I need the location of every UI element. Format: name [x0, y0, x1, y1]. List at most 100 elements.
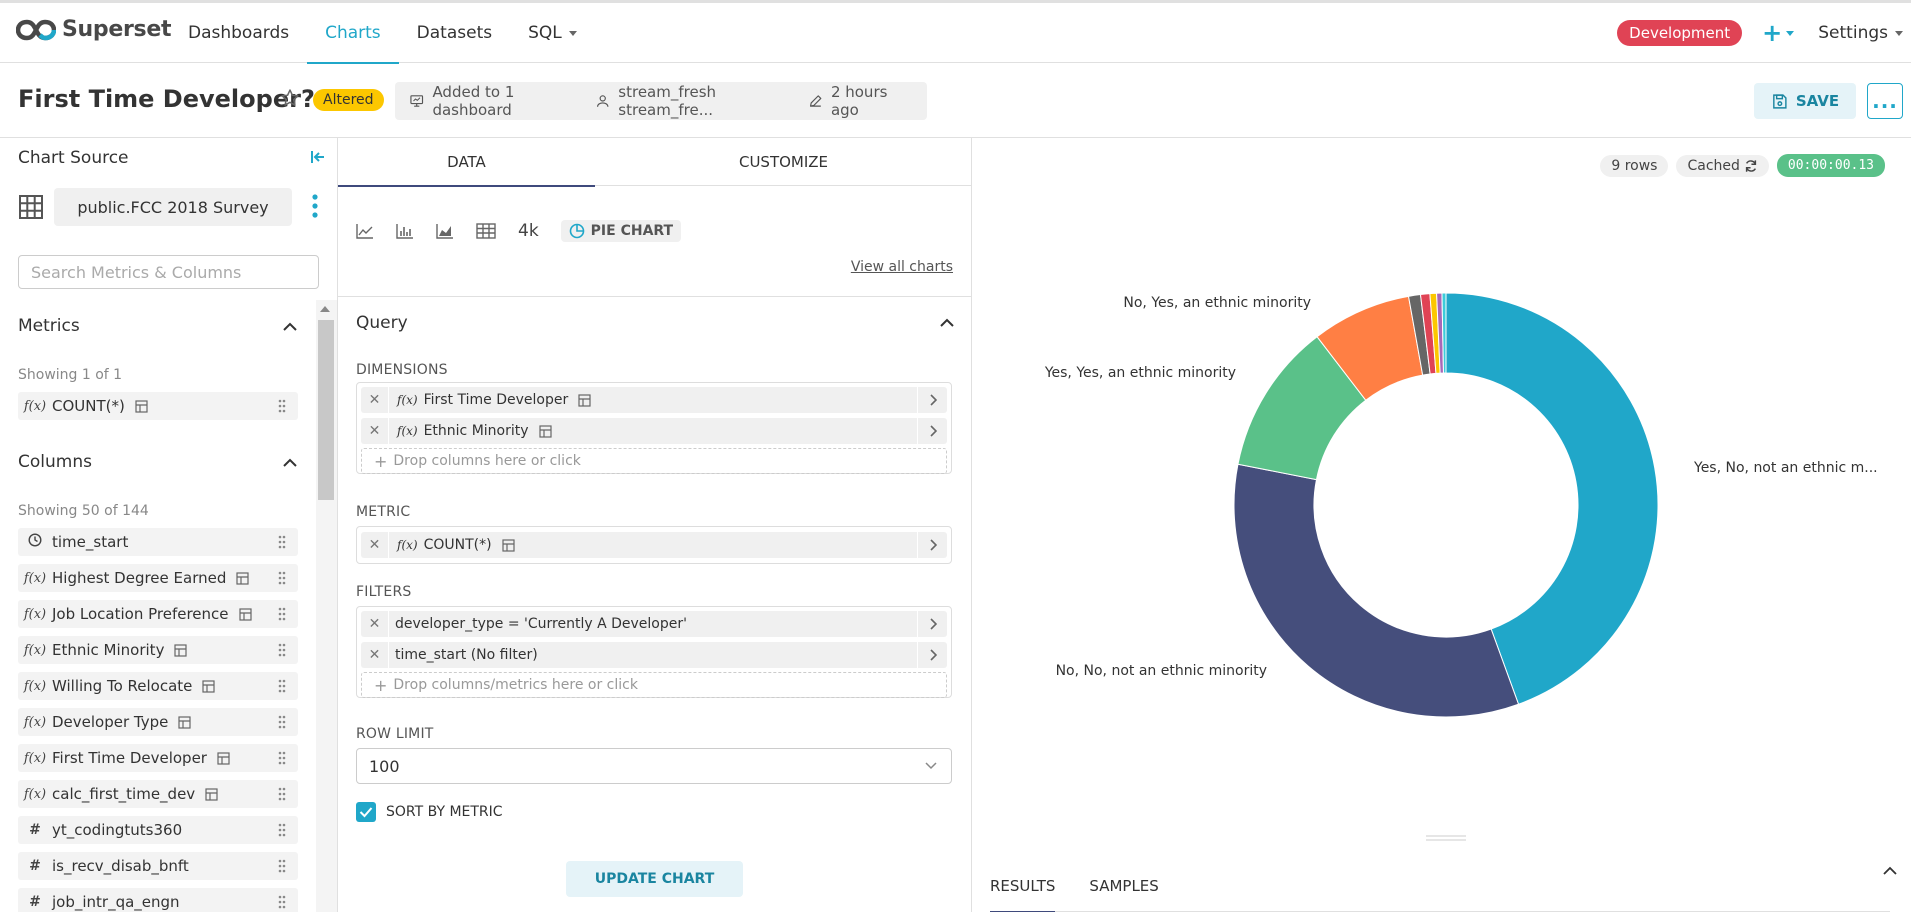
drag-handle-icon[interactable] — [278, 895, 286, 909]
pie-slice[interactable] — [1233, 463, 1520, 718]
column-item[interactable]: f(x) Developer Type — [18, 708, 298, 736]
drag-handle-icon[interactable] — [278, 399, 286, 413]
table-cell-icon — [238, 607, 252, 621]
scroll-up-icon[interactable] — [320, 306, 330, 312]
altered-badge[interactable]: Altered — [313, 89, 384, 111]
dashboards-meta[interactable]: Added to 1 dashboard — [409, 83, 575, 119]
modified-meta-label: 2 hours ago — [830, 83, 888, 119]
menu-charts[interactable]: Charts — [307, 3, 399, 64]
pie-slice[interactable] — [1445, 292, 1659, 705]
plus-icon: + — [374, 675, 388, 695]
more-options-button[interactable]: ... — [1867, 83, 1903, 119]
drag-handle-icon[interactable] — [278, 607, 286, 621]
metrics-section-title[interactable]: Metrics — [18, 316, 80, 336]
query-section-title[interactable]: Query — [356, 313, 408, 333]
chevron-up-icon[interactable] — [283, 458, 297, 468]
column-item[interactable]: f(x) Job Location Preference — [18, 600, 298, 628]
chevron-up-icon[interactable] — [940, 318, 954, 328]
big-number-viz[interactable]: 4k — [518, 221, 539, 241]
tab-samples[interactable]: SAMPLES — [1089, 877, 1159, 895]
settings-label: Settings — [1818, 23, 1888, 43]
column-item[interactable]: # yt_codingtuts360 — [18, 816, 298, 844]
drag-handle-icon[interactable] — [278, 643, 286, 657]
chevron-right-icon[interactable] — [917, 532, 947, 558]
save-button[interactable]: SAVE — [1754, 83, 1856, 119]
sort-by-metric-checkbox[interactable] — [356, 802, 376, 822]
metric-item[interactable]: f(x) COUNT(*) — [18, 392, 298, 420]
chevron-right-icon[interactable] — [917, 611, 947, 637]
column-item[interactable]: # job_intr_qa_engn — [18, 888, 298, 912]
function-icon: f(x) — [23, 750, 47, 766]
chevron-up-icon[interactable] — [1883, 866, 1897, 876]
chevron-right-icon[interactable] — [917, 387, 947, 413]
drag-handle-icon[interactable] — [278, 535, 286, 549]
drag-handle-icon[interactable] — [278, 571, 286, 585]
check-icon — [359, 807, 373, 818]
menu-sql[interactable]: SQL — [510, 3, 595, 63]
owner-meta[interactable]: stream_fresh stream_fre... — [595, 83, 788, 119]
column-item[interactable]: f(x) calc_first_time_dev — [18, 780, 298, 808]
column-item[interactable]: # is_recv_disab_bnft — [18, 852, 298, 880]
metric-pill[interactable]: ✕ f(x) COUNT(*) — [361, 532, 947, 558]
columns-count: Showing 50 of 144 — [18, 503, 149, 519]
dimension-pill[interactable]: ✕ f(x) First Time Developer — [361, 387, 947, 413]
menu-sql-label: SQL — [528, 23, 562, 43]
close-icon[interactable]: ✕ — [361, 387, 389, 413]
scrollbar-thumb[interactable] — [318, 320, 334, 500]
chevron-up-icon[interactable] — [283, 322, 297, 332]
column-item[interactable]: f(x) First Time Developer — [18, 744, 298, 772]
drag-handle-icon[interactable] — [278, 715, 286, 729]
column-item[interactable]: f(x) Willing To Relocate — [18, 672, 298, 700]
column-item[interactable]: f(x) Highest Degree Earned — [18, 564, 298, 592]
search-metrics-input[interactable] — [18, 255, 319, 289]
view-all-charts-link[interactable]: View all charts — [850, 259, 953, 275]
column-item[interactable]: time_start — [18, 528, 298, 556]
menu-datasets[interactable]: Datasets — [399, 3, 510, 63]
chevron-right-icon[interactable] — [917, 418, 947, 444]
cached-badge[interactable]: Cached — [1676, 154, 1769, 177]
close-icon[interactable]: ✕ — [361, 418, 389, 444]
table-chart-icon[interactable] — [476, 223, 496, 239]
filters-drop-zone[interactable]: + Drop columns/metrics here or click — [361, 672, 947, 698]
update-chart-button[interactable]: UPDATE CHART — [566, 861, 743, 897]
pie-slice[interactable] — [1441, 292, 1447, 374]
pie-chart[interactable]: Yes, No, not an ethnic m... No, No, not a… — [972, 138, 1911, 838]
chevron-down-icon — [1786, 30, 1795, 36]
drag-handle-icon[interactable] — [278, 823, 286, 837]
save-label: SAVE — [1795, 92, 1840, 110]
dimensions-drop-zone[interactable]: + Drop columns here or click — [361, 448, 947, 474]
close-icon[interactable]: ✕ — [361, 611, 389, 637]
column-item[interactable]: f(x) Ethnic Minority — [18, 636, 298, 664]
pie-chart-viz-selected[interactable]: PIE CHART — [560, 220, 682, 242]
new-item-button[interactable]: + — [1762, 19, 1795, 47]
modified-meta[interactable]: 2 hours ago — [808, 83, 907, 119]
chevron-right-icon[interactable] — [917, 642, 947, 668]
tab-data[interactable]: DATA — [338, 138, 595, 187]
drag-handle-icon[interactable] — [278, 859, 286, 873]
close-icon[interactable]: ✕ — [361, 532, 389, 558]
drag-handle-icon[interactable] — [278, 679, 286, 693]
columns-section-title[interactable]: Columns — [18, 452, 92, 472]
brand-name: Superset — [62, 17, 172, 42]
tab-customize[interactable]: CUSTOMIZE — [738, 153, 829, 171]
chart-title[interactable]: First Time Developer? — [18, 85, 315, 113]
bar-chart-icon[interactable] — [396, 223, 414, 239]
row-limit-select[interactable]: 100 — [356, 748, 952, 784]
drag-handle-icon[interactable] — [278, 787, 286, 801]
dataset-selector[interactable]: public.FCC 2018 Survey — [54, 188, 292, 226]
star-icon[interactable] — [280, 88, 300, 108]
tab-results[interactable]: RESULTS — [990, 860, 1056, 912]
dimension-pill[interactable]: ✕ f(x) Ethnic Minority — [361, 418, 947, 444]
resize-handle[interactable] — [1426, 835, 1466, 841]
close-icon[interactable]: ✕ — [361, 642, 389, 668]
filter-pill[interactable]: ✕ time_start (No filter) — [361, 642, 947, 668]
kebab-menu-icon[interactable] — [312, 194, 318, 218]
drag-handle-icon[interactable] — [278, 751, 286, 765]
menu-dashboards[interactable]: Dashboards — [170, 3, 307, 63]
line-chart-icon[interactable] — [356, 223, 374, 239]
area-chart-icon[interactable] — [436, 223, 454, 239]
superset-logo[interactable]: Superset — [16, 17, 171, 42]
settings-menu[interactable]: Settings — [1818, 23, 1903, 43]
collapse-panel-icon[interactable] — [310, 149, 326, 165]
filter-pill[interactable]: ✕ developer_type = 'Currently A Develope… — [361, 611, 947, 637]
